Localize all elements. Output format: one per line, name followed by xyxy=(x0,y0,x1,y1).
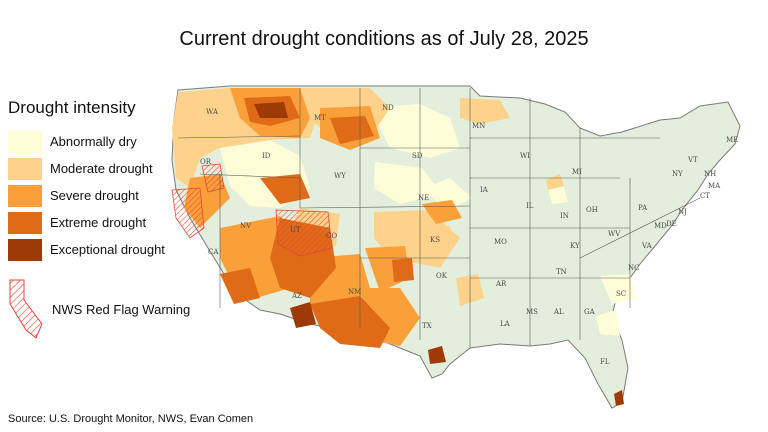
svg-text:NY: NY xyxy=(672,170,683,178)
svg-text:OK: OK xyxy=(436,272,448,280)
svg-text:UT: UT xyxy=(290,226,301,234)
legend-label: Exceptional drought xyxy=(50,242,165,257)
svg-text:MA: MA xyxy=(708,182,721,190)
legend-item-abnormally-dry: Abnormally dry xyxy=(8,128,186,155)
red-flag-legend: NWS Red Flag Warning xyxy=(8,278,190,340)
legend-label: Extreme drought xyxy=(50,215,147,230)
legend-swatch xyxy=(8,130,42,153)
state-boundaries xyxy=(177,88,701,348)
svg-text:NJ: NJ xyxy=(678,208,687,216)
legend-heading: Drought intensity xyxy=(8,98,136,117)
svg-text:PA: PA xyxy=(638,204,648,212)
exceptional-drought-areas xyxy=(254,102,624,406)
svg-text:VA: VA xyxy=(641,242,653,250)
svg-text:NM: NM xyxy=(348,288,361,296)
svg-text:VT: VT xyxy=(687,156,698,164)
svg-text:KY: KY xyxy=(570,242,580,250)
svg-text:SD: SD xyxy=(412,152,423,160)
svg-text:CO: CO xyxy=(326,232,337,240)
svg-text:ND: ND xyxy=(382,104,394,112)
svg-text:MN: MN xyxy=(472,122,485,130)
svg-text:WY: WY xyxy=(334,172,346,180)
svg-text:NC: NC xyxy=(628,264,639,272)
svg-text:CT: CT xyxy=(700,192,710,200)
svg-text:MT: MT xyxy=(314,114,326,122)
svg-text:GA: GA xyxy=(584,308,596,316)
svg-text:WV: WV xyxy=(608,230,621,238)
svg-text:NE: NE xyxy=(418,194,429,202)
map-title: Current drought conditions as of July 28… xyxy=(179,28,589,50)
svg-text:WI: WI xyxy=(520,152,530,160)
svg-text:FL: FL xyxy=(600,358,610,366)
legend-swatch xyxy=(8,238,42,261)
red-flag-warning-areas xyxy=(171,163,333,257)
svg-text:CA: CA xyxy=(208,248,219,256)
legend-item-extreme-drought: Extreme drought xyxy=(8,209,186,236)
svg-text:IL: IL xyxy=(526,202,534,210)
svg-text:ME: ME xyxy=(726,136,738,144)
svg-text:WA: WA xyxy=(206,108,219,116)
red-flag-swatch xyxy=(9,279,43,339)
svg-text:MD: MD xyxy=(654,222,667,230)
legend-swatch xyxy=(8,157,42,180)
legend-label: Moderate drought xyxy=(50,161,153,176)
svg-text:MI: MI xyxy=(572,168,582,176)
legend-swatch xyxy=(8,211,42,234)
svg-text:TX: TX xyxy=(422,322,432,330)
svg-text:AZ: AZ xyxy=(291,292,302,300)
drought-legend: Drought intensity Abnormally dry Moderat… xyxy=(8,98,186,263)
legend-label: Severe drought xyxy=(50,188,139,203)
legend-swatch xyxy=(8,184,42,207)
svg-text:DE: DE xyxy=(666,220,677,228)
us-outline xyxy=(171,85,741,409)
legend-item-exceptional-drought: Exceptional drought xyxy=(8,236,186,263)
us-drought-map: WA OR CA ID NV MT WY UT AZ CO NM ND SD N… xyxy=(171,85,741,409)
svg-text:IA: IA xyxy=(480,186,489,194)
red-flag-label: NWS Red Flag Warning xyxy=(52,301,191,317)
svg-text:IN: IN xyxy=(560,212,569,220)
svg-text:KS: KS xyxy=(430,236,440,244)
svg-text:MO: MO xyxy=(494,238,507,246)
svg-text:AR: AR xyxy=(495,280,507,288)
svg-text:SC: SC xyxy=(616,290,626,298)
svg-text:OH: OH xyxy=(586,206,598,214)
state-labels: WA OR CA ID NV MT WY UT AZ CO NM ND SD N… xyxy=(200,104,738,366)
svg-text:LA: LA xyxy=(500,320,511,328)
legend-label: Abnormally dry xyxy=(50,134,137,149)
source-note: Source: U.S. Drought Monitor, NWS, Evan … xyxy=(8,413,254,425)
svg-text:MS: MS xyxy=(526,308,538,316)
svg-text:NH: NH xyxy=(704,170,716,178)
svg-text:ID: ID xyxy=(262,152,271,160)
svg-text:OR: OR xyxy=(200,158,212,166)
svg-text:NV: NV xyxy=(240,222,252,230)
legend-item-severe-drought: Severe drought xyxy=(8,182,186,209)
svg-text:AL: AL xyxy=(553,308,564,316)
legend-item-moderate-drought: Moderate drought xyxy=(8,155,186,182)
abnormally-dry-areas xyxy=(220,104,636,336)
svg-text:TN: TN xyxy=(556,268,567,276)
